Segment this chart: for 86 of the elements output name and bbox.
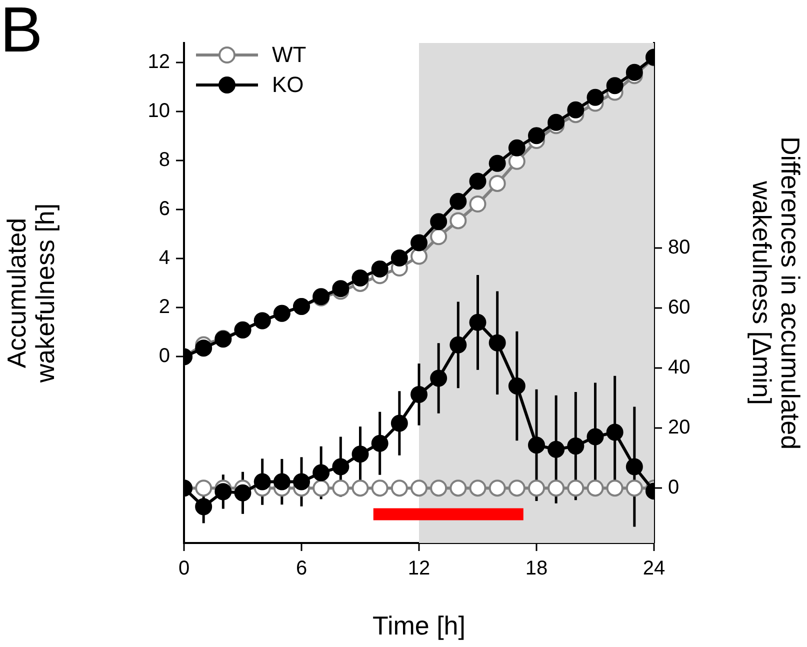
point <box>410 248 428 265</box>
point <box>450 336 467 354</box>
y-tick-label: 6 <box>158 198 170 220</box>
chart-title: B <box>0 0 43 66</box>
point <box>430 228 448 246</box>
x-tick-label: 6 <box>296 558 308 580</box>
y-tick-label: 10 <box>148 100 170 122</box>
point <box>390 249 408 266</box>
legend-label: KO <box>272 72 304 98</box>
point <box>488 154 506 172</box>
point <box>195 340 212 357</box>
y2-axis-title: Differences in accumulated wakefulness [Δmin] <box>746 136 806 450</box>
point <box>371 260 388 278</box>
point <box>528 436 545 454</box>
point <box>312 480 330 497</box>
point <box>567 438 584 455</box>
y2-tick-label: 80 <box>668 236 690 258</box>
point <box>508 139 526 156</box>
point <box>332 458 350 476</box>
y2-tick-label: 40 <box>668 356 690 379</box>
point <box>234 484 252 502</box>
point <box>469 314 486 331</box>
y-tick-label: 8 <box>158 149 170 172</box>
point <box>488 334 506 352</box>
point <box>626 480 643 497</box>
point <box>548 480 565 497</box>
x-tick-label: 24 <box>642 558 666 580</box>
point <box>410 386 428 403</box>
point <box>390 480 408 497</box>
point <box>332 480 350 497</box>
point <box>195 480 212 497</box>
point <box>586 88 604 106</box>
point <box>606 77 624 94</box>
point <box>430 480 448 497</box>
legend-label: WT <box>272 42 306 68</box>
point <box>371 480 388 497</box>
point <box>586 480 604 497</box>
y-tick-label: 12 <box>148 51 170 74</box>
y2-tick-label: 0 <box>668 476 680 499</box>
point <box>450 212 467 230</box>
point <box>508 480 526 497</box>
point <box>626 64 643 81</box>
point <box>567 480 584 497</box>
point <box>586 428 604 446</box>
point <box>606 480 624 497</box>
point <box>488 174 506 192</box>
point <box>273 473 290 490</box>
point <box>469 480 486 497</box>
point <box>528 480 545 497</box>
point <box>195 498 212 516</box>
point <box>312 464 330 482</box>
point <box>508 152 526 170</box>
point <box>410 480 428 497</box>
point <box>450 480 467 497</box>
point <box>567 101 584 118</box>
point <box>352 270 369 287</box>
point <box>352 480 369 497</box>
x-tick-label: 12 <box>408 558 430 580</box>
point <box>450 192 467 210</box>
x-axis-title: Time [h] <box>372 610 466 641</box>
point <box>626 458 643 476</box>
point <box>293 473 310 490</box>
point <box>469 196 486 213</box>
point <box>528 127 545 144</box>
point <box>430 213 448 230</box>
point <box>371 434 388 452</box>
point <box>214 483 232 500</box>
point <box>390 414 408 432</box>
y-tick-label: 2 <box>158 296 170 318</box>
point <box>430 370 448 387</box>
y-tick-label: 4 <box>158 247 170 270</box>
y2-tick-label: 20 <box>668 416 690 439</box>
y-axis-title: Accumulated wakefulness [h] <box>1 203 60 384</box>
point <box>352 446 369 463</box>
x-tick-label: 0 <box>178 558 190 580</box>
point <box>488 480 506 497</box>
point <box>410 234 428 252</box>
point <box>469 172 486 190</box>
point <box>606 424 624 441</box>
point <box>548 440 565 458</box>
point <box>548 114 565 131</box>
y-tick-label: 0 <box>158 345 170 368</box>
point <box>508 378 526 395</box>
point <box>254 473 271 490</box>
y2-tick-label: 60 <box>668 296 690 319</box>
x-tick-label: 18 <box>525 558 548 580</box>
